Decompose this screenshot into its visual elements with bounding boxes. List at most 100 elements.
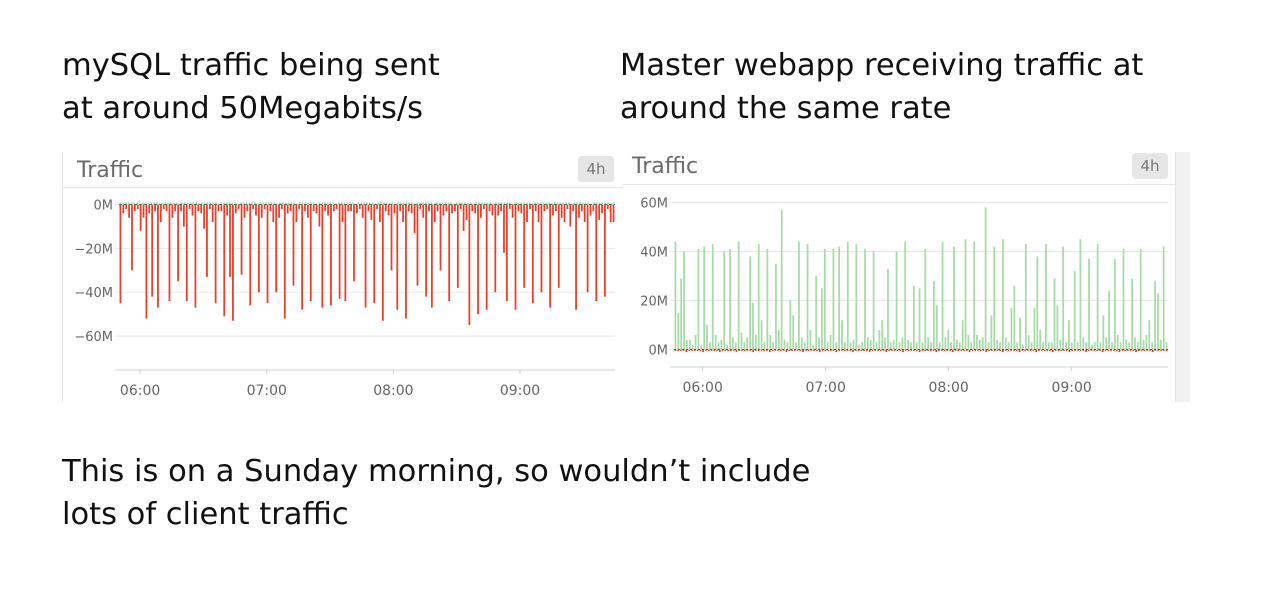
bar-secondary [539, 202, 542, 205]
time-range-badge[interactable]: 4h [578, 156, 614, 182]
caption-bottom: This is on a Sunday morning, so wouldn’t… [62, 450, 810, 536]
bar-primary [485, 204, 488, 310]
bar-secondary [517, 202, 520, 205]
bar-secondary [133, 202, 136, 205]
bar-secondary [315, 203, 318, 205]
bar-primary [1093, 342, 1096, 350]
bar-secondary [467, 202, 469, 205]
bar-secondary [804, 349, 807, 351]
bar-primary [729, 249, 731, 350]
bar-primary [878, 330, 881, 350]
bar-primary [973, 241, 976, 350]
caption-left-line-2: at around 50Megabits/s [62, 91, 424, 126]
bar-secondary [957, 349, 960, 351]
bar-primary [889, 342, 892, 350]
bar-secondary [710, 349, 713, 351]
y-tick-label: −40M [74, 286, 113, 301]
bar-primary [700, 344, 703, 350]
bar-secondary [1076, 349, 1079, 351]
bar-secondary [195, 202, 197, 205]
bar-secondary [1149, 349, 1151, 351]
time-range-badge[interactable]: 4h [1132, 153, 1168, 179]
panel-divider [63, 187, 623, 188]
bar-secondary [497, 202, 500, 205]
bar-primary [612, 204, 615, 223]
bar-secondary [338, 202, 340, 205]
bar-secondary [354, 203, 357, 205]
bar-primary [818, 337, 820, 350]
bar-primary [306, 204, 309, 218]
bar-primary [976, 334, 978, 350]
bar-secondary [478, 202, 480, 205]
bar-primary [266, 204, 269, 304]
bar-secondary [127, 202, 130, 205]
bar-secondary [326, 202, 329, 205]
bar-secondary [1018, 349, 1021, 353]
bar-primary [841, 320, 843, 350]
bar-primary [866, 337, 869, 350]
bar-secondary [952, 349, 954, 353]
bar-secondary [1079, 349, 1082, 351]
bar-primary [930, 342, 932, 350]
bar-primary [286, 204, 289, 214]
bar-secondary [436, 202, 438, 205]
bar-primary [131, 204, 133, 271]
bar-primary [474, 204, 477, 214]
bar-secondary [757, 349, 760, 351]
bar-secondary [1071, 349, 1074, 351]
bar-secondary [863, 349, 865, 351]
bar-primary [1134, 337, 1136, 350]
bar-primary [583, 204, 586, 223]
bar-primary [211, 204, 214, 223]
bar-secondary [453, 203, 455, 205]
bar-secondary [760, 349, 763, 351]
bar-secondary [1085, 349, 1087, 353]
bar-secondary [514, 202, 517, 205]
bar-secondary [441, 202, 444, 205]
bar-primary [142, 204, 145, 218]
bar-secondary [495, 202, 497, 205]
bar-secondary [1135, 349, 1137, 353]
bar-secondary [609, 203, 612, 205]
bar-primary [122, 204, 125, 214]
bar-primary [749, 256, 752, 350]
bar-primary [430, 204, 433, 308]
bar-primary [815, 276, 818, 350]
bar-primary [1024, 244, 1027, 350]
bar-primary [312, 204, 315, 212]
bar-primary [846, 241, 849, 350]
bar-secondary [374, 203, 377, 205]
bar-primary [456, 204, 459, 288]
bar-primary [148, 204, 151, 214]
bar-primary [1082, 337, 1085, 350]
bar-primary [275, 204, 278, 293]
bar-secondary [1090, 349, 1093, 351]
scrollbar-track[interactable] [1175, 152, 1190, 402]
bar-secondary [553, 202, 556, 205]
bar-secondary [399, 202, 402, 205]
x-tick-label: 07:00 [806, 380, 846, 396]
bar-primary [795, 342, 797, 350]
bar-secondary [949, 349, 952, 351]
bar-secondary [593, 202, 595, 205]
bar-secondary [242, 202, 245, 205]
bar-secondary [927, 349, 929, 351]
bar-primary [912, 285, 915, 350]
bar-secondary [743, 349, 746, 351]
bar-primary [197, 204, 200, 212]
bar-secondary [924, 349, 927, 351]
bar-secondary [352, 202, 354, 205]
bar-secondary [1040, 349, 1043, 351]
bar-primary [746, 337, 749, 350]
bar-secondary [1051, 349, 1054, 353]
bar-primary [609, 204, 612, 223]
bar-primary [1142, 339, 1145, 350]
bar-primary [1162, 246, 1165, 350]
bar-secondary [301, 202, 304, 205]
bar-primary [526, 204, 528, 223]
bar-secondary [724, 349, 727, 351]
bar-primary [399, 204, 402, 212]
bar-primary [575, 204, 577, 310]
bar-secondary [846, 349, 849, 351]
bar-secondary [335, 203, 338, 205]
